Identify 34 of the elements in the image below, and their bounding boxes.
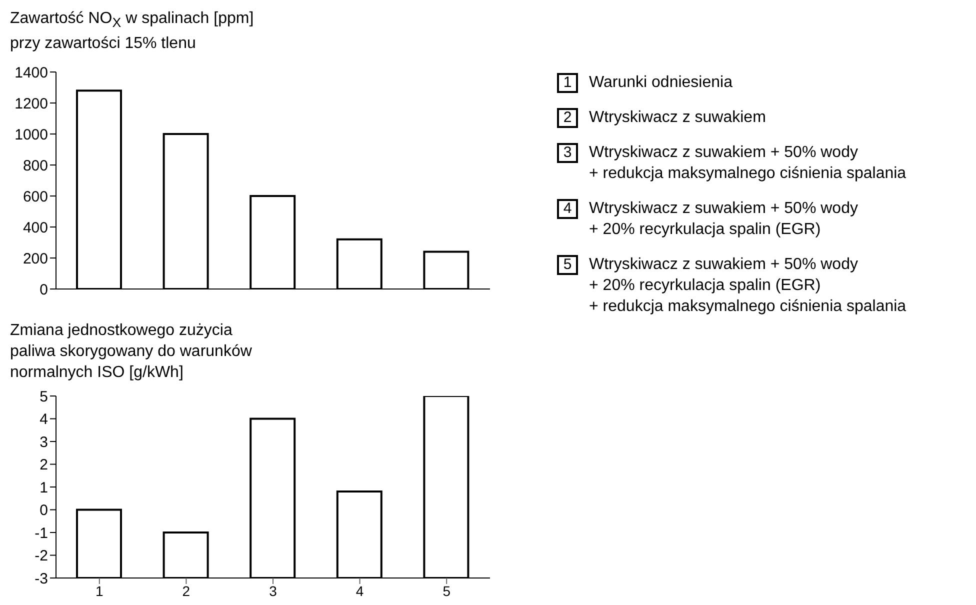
y-tick-label: 1000 bbox=[14, 126, 48, 144]
x-tick-label: 3 bbox=[269, 582, 278, 599]
chart-title: Zmiana jednostkowego zużycia paliwa skorygowany do warunków normalnych ISO [g/kWh] bbox=[10, 321, 252, 383]
y-tick-label: 2 bbox=[40, 456, 48, 474]
text: Warunki odniesienia bbox=[589, 73, 732, 93]
y-tick-label: 200 bbox=[22, 250, 48, 268]
y-tick-label: 0 bbox=[40, 502, 48, 520]
y-tick-label: -1 bbox=[34, 524, 48, 542]
y-tick-label: 600 bbox=[22, 188, 48, 206]
x-tick-label: 2 bbox=[182, 582, 190, 599]
y-tick-label: -2 bbox=[34, 548, 48, 565]
x-tick-label: 5 bbox=[442, 582, 451, 599]
text: Wtryskiwacz z suwakiem bbox=[589, 108, 766, 128]
category-label: 4 bbox=[557, 199, 578, 219]
text: Wtryskiwacz z suwakiem + 50% wody + 20% recyrkulacja spalin (EGR) + redukcja maksymalnego ciśnienia spalania bbox=[589, 255, 906, 317]
y-tick-label: 800 bbox=[22, 157, 48, 174]
category-label: 2 bbox=[557, 108, 578, 128]
x-tick-label: 1 bbox=[96, 582, 104, 599]
y-tick-label: 1 bbox=[40, 479, 48, 496]
y-tick-label: 400 bbox=[22, 219, 48, 236]
y-tick-label: 4 bbox=[40, 411, 48, 428]
category-label: 1 bbox=[557, 73, 578, 93]
chart-title: Zawartość NO$_{X}$ w spalinach [ppm] przy zawartości 15% tlenu bbox=[10, 9, 254, 54]
category-label: 5 bbox=[557, 255, 578, 275]
text: Wtryskiwacz z suwakiem + 50% wody + 20% recyrkulacja spalin (EGR) bbox=[589, 199, 858, 240]
text: Wtryskiwacz z suwakiem + 50% wody + redukcja maksymalnego ciśnienia spalania bbox=[589, 143, 906, 184]
y-tick-label: 5 bbox=[40, 388, 48, 406]
y-tick-label: 1200 bbox=[14, 95, 48, 112]
y-tick-label: 0 bbox=[40, 281, 48, 298]
x-tick-label: 4 bbox=[356, 582, 364, 599]
y-tick-label: 3 bbox=[40, 434, 48, 451]
y-tick-label: -3 bbox=[34, 570, 48, 588]
category-label: 3 bbox=[557, 143, 578, 163]
y-tick-label: 1400 bbox=[14, 64, 48, 82]
